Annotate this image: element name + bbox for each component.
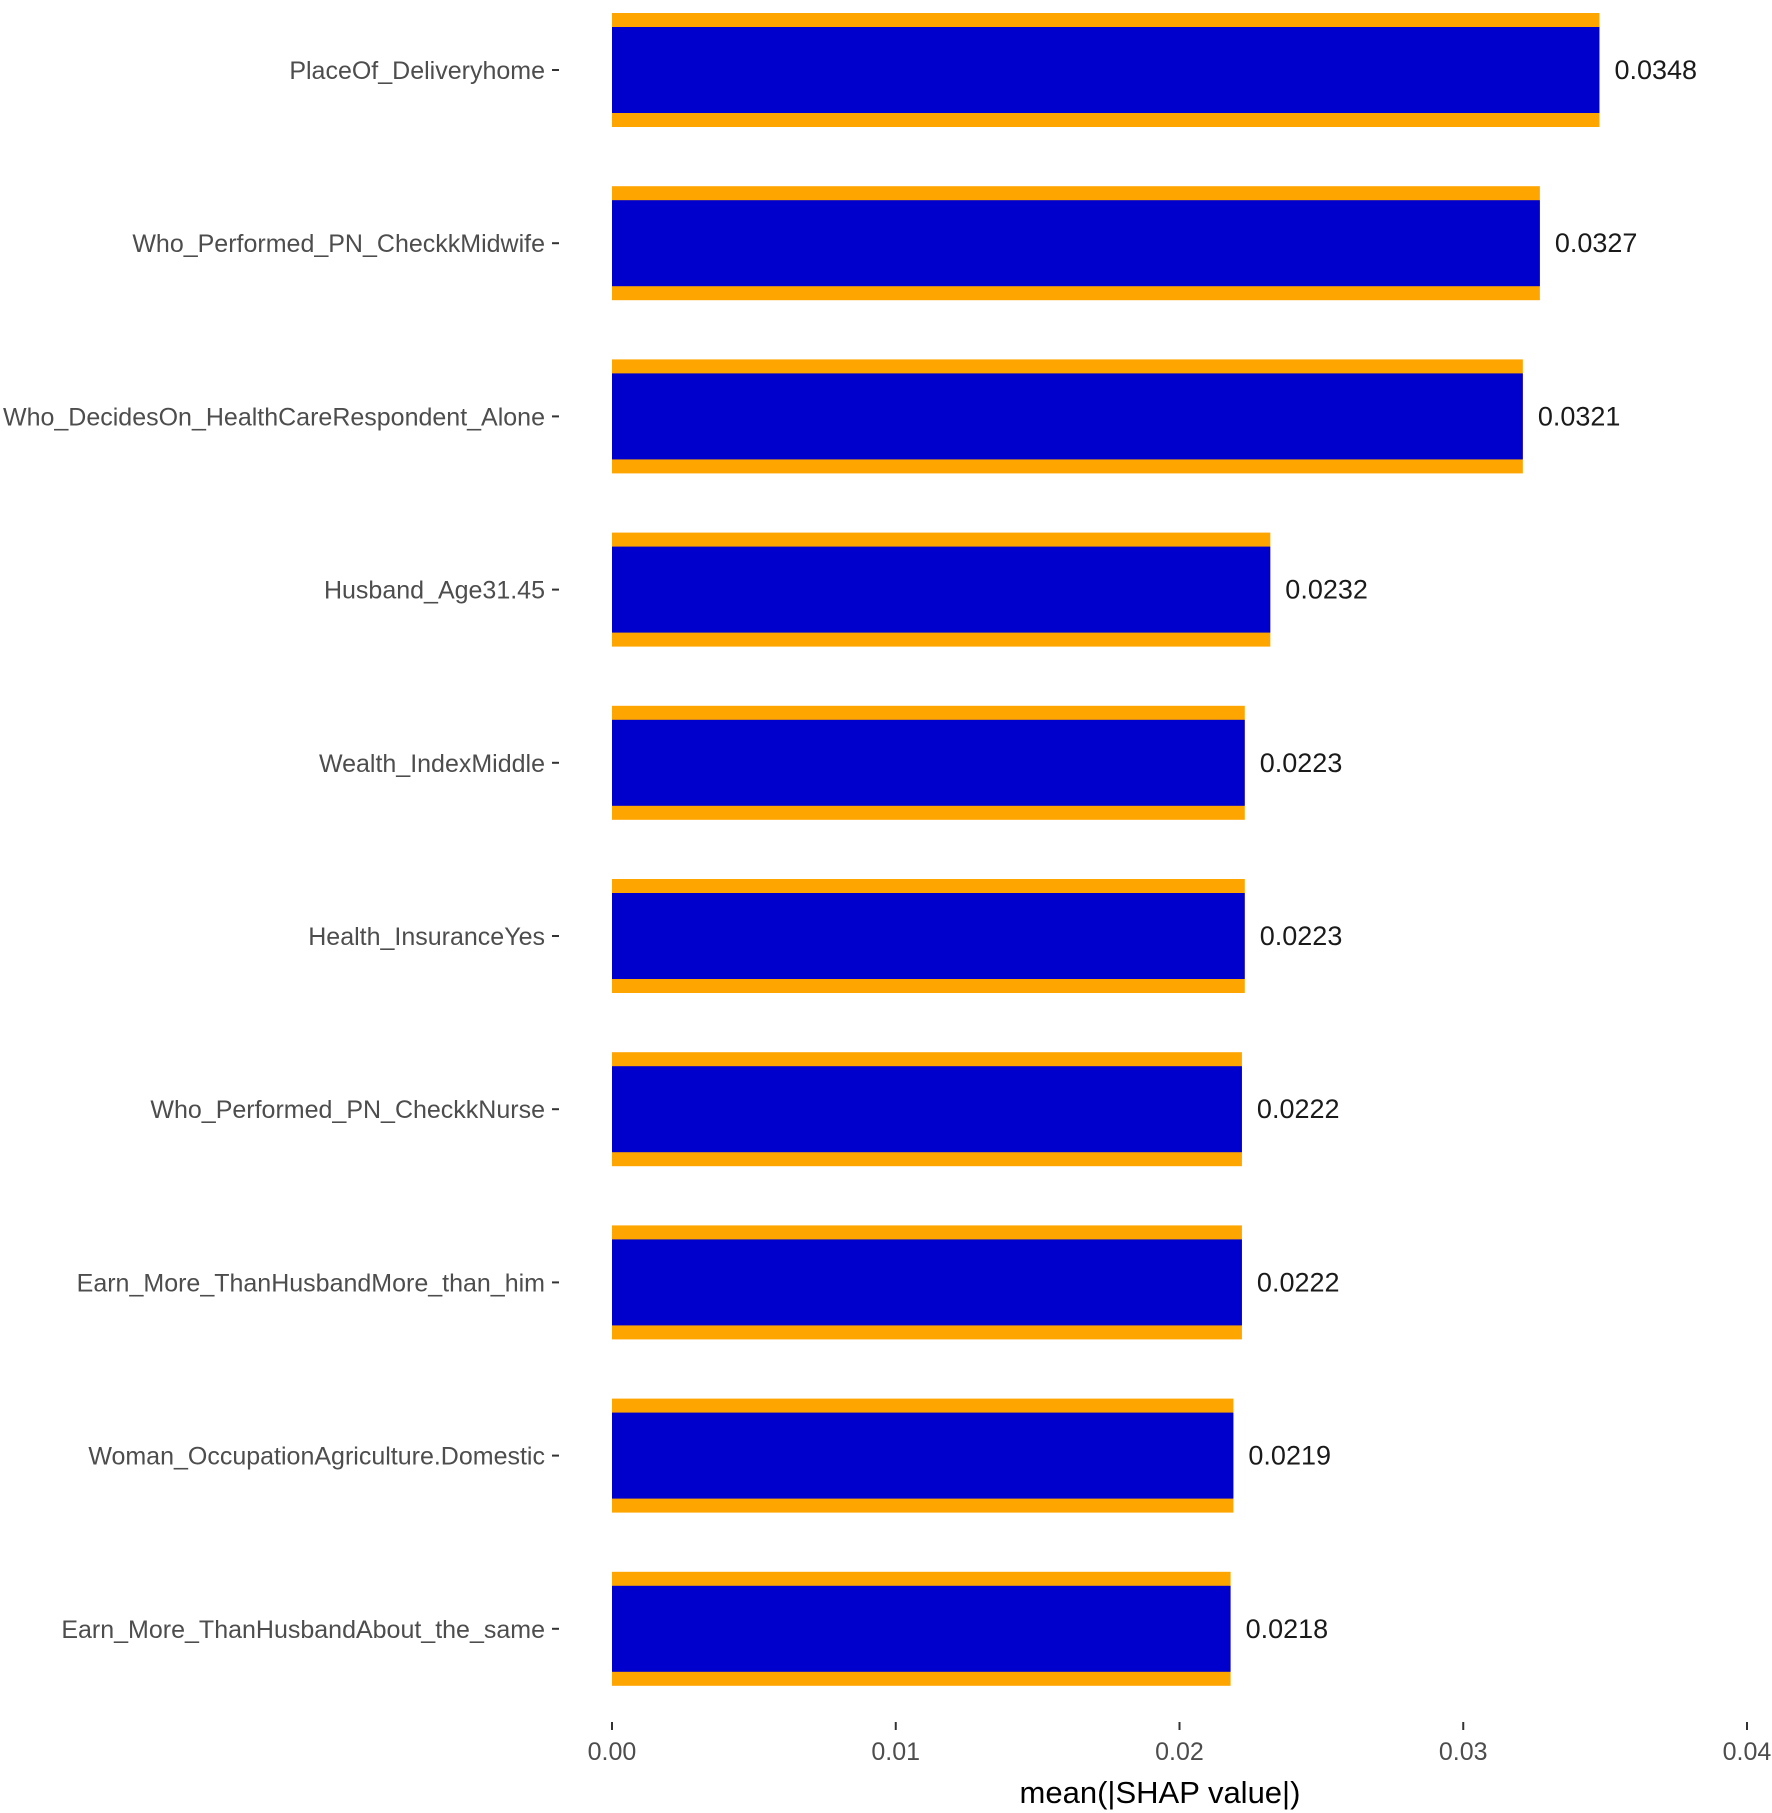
value-label-6: 0.0222 <box>1257 1094 1340 1124</box>
value-label-3: 0.0232 <box>1285 575 1368 605</box>
bar-4 <box>612 719 1245 806</box>
x-axis: 0.00 0.01 0.02 0.03 0.04 <box>588 1722 1772 1766</box>
category-label-9: Earn_More_ThanHusbandAbout_the_same <box>61 1616 545 1644</box>
value-label-0: 0.0348 <box>1614 55 1697 85</box>
category-label-1: Who_Performed_PN_CheckkMidwife <box>132 230 545 258</box>
category-label-0: PlaceOf_Deliveryhome <box>289 57 545 85</box>
x-tick-label-0: 0.00 <box>588 1738 637 1766</box>
bar-7 <box>612 1239 1242 1326</box>
x-tick-label-1: 0.01 <box>871 1738 920 1766</box>
category-label-4: Wealth_IndexMiddle <box>319 750 545 778</box>
bar-5 <box>612 893 1245 979</box>
value-label-4: 0.0223 <box>1260 748 1343 778</box>
category-label-8: Woman_OccupationAgriculture.Domestic <box>88 1443 545 1471</box>
bar-9 <box>612 1585 1231 1672</box>
x-tick-label-2: 0.02 <box>1155 1738 1204 1766</box>
y-axis-labels: PlaceOf_Deliveryhome Who_Performed_PN_Che… <box>3 57 559 1644</box>
value-label-2: 0.0321 <box>1538 401 1621 431</box>
bar-8 <box>612 1412 1234 1499</box>
value-label-5: 0.0223 <box>1260 921 1343 951</box>
bar-3 <box>612 546 1271 633</box>
value-label-9: 0.0218 <box>1246 1614 1329 1644</box>
bars-layer: 0.0348 0.0327 0.0321 0.0232 0.0223 0.0223 0.02… <box>612 13 1697 1686</box>
bar-1 <box>612 200 1540 287</box>
category-label-5: Health_InsuranceYes <box>308 923 545 951</box>
value-label-8: 0.0219 <box>1248 1441 1331 1471</box>
category-label-2: Who_DecidesOn_HealthCareRespondent_Alone <box>3 403 545 431</box>
bar-0 <box>612 27 1600 113</box>
x-axis-title: mean(|SHAP value|) <box>1020 1775 1301 1810</box>
value-label-7: 0.0222 <box>1257 1267 1340 1297</box>
x-tick-label-3: 0.03 <box>1439 1738 1488 1766</box>
category-label-3: Husband_Age31.45 <box>324 577 545 605</box>
bar-6 <box>612 1066 1242 1153</box>
x-tick-label-4: 0.04 <box>1723 1738 1772 1766</box>
bar-2 <box>612 373 1523 460</box>
category-label-6: Who_Performed_PN_CheckkNurse <box>150 1096 545 1124</box>
category-label-7: Earn_More_ThanHusbandMore_than_him <box>77 1269 545 1297</box>
value-label-1: 0.0327 <box>1555 228 1638 258</box>
